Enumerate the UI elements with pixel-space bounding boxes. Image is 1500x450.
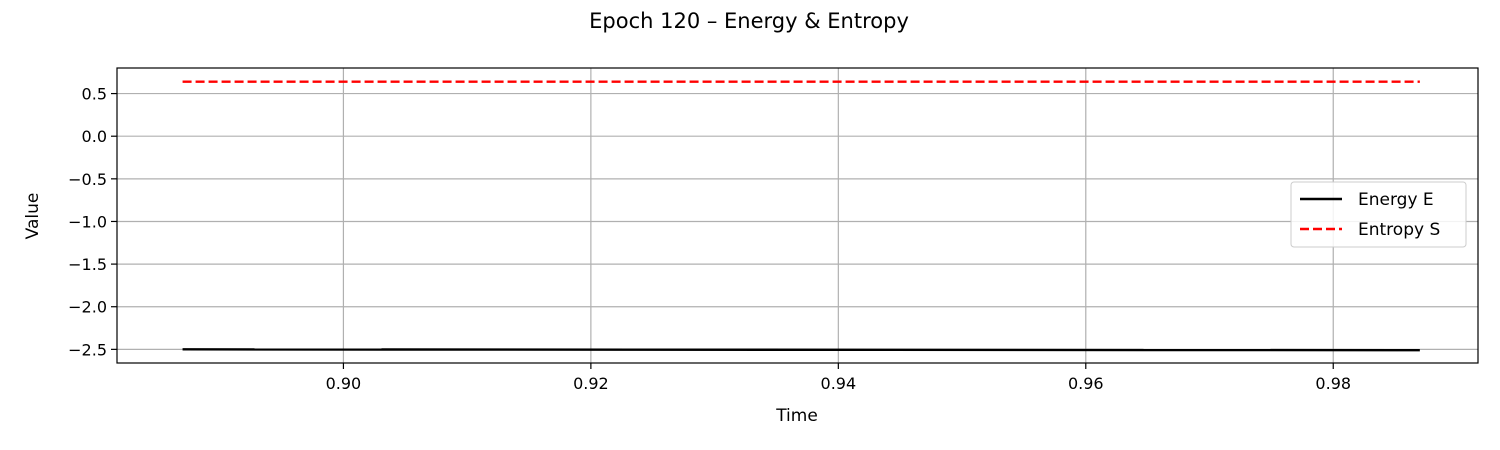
y-tick-label: −1.5 xyxy=(68,255,107,274)
x-tick-label: 0.98 xyxy=(1315,374,1351,393)
y-tick-label: 0.0 xyxy=(82,127,107,146)
legend-label: Energy E xyxy=(1358,190,1434,210)
y-tick-label: −2.5 xyxy=(68,340,107,359)
series-layer xyxy=(182,80,1420,352)
grid xyxy=(117,68,1478,363)
x-tick-label: 0.96 xyxy=(1068,374,1104,393)
chart-title: Epoch 120 – Energy & Entropy xyxy=(589,9,909,33)
series-line-energy-e xyxy=(182,348,1420,352)
x-tick-label: 0.92 xyxy=(573,374,609,393)
x-axis-label: Time xyxy=(775,406,818,426)
y-tick-label: −2.0 xyxy=(68,298,107,317)
y-tick-label: 0.5 xyxy=(82,85,107,104)
y-axis-label: Value xyxy=(23,193,43,240)
plot-frame xyxy=(116,67,1479,364)
x-tick-label: 0.90 xyxy=(326,374,362,393)
y-tick-label: −0.5 xyxy=(68,170,107,189)
legend: Energy E Entropy S xyxy=(1290,181,1467,248)
y-tick-label: −1.0 xyxy=(68,212,107,231)
x-tick-label: 0.94 xyxy=(821,374,857,393)
ticks-layer: 0.90 0.92 0.94 0.96 0.98 0.5 0.0 −0.5 −1.0 −1.5 −2… xyxy=(68,85,1351,393)
legend-label: Entropy S xyxy=(1358,220,1440,240)
